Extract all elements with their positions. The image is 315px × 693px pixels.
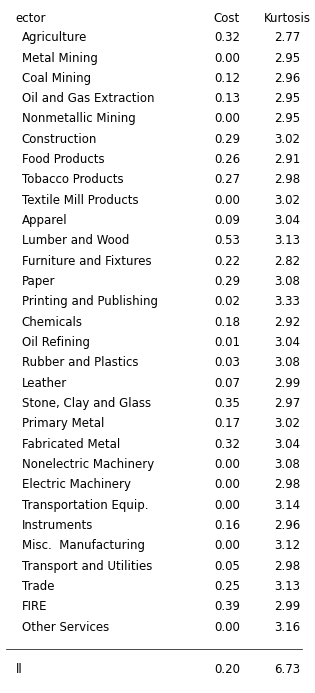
Text: 0.29: 0.29 bbox=[214, 133, 240, 146]
Text: Primary Metal: Primary Metal bbox=[22, 417, 104, 430]
Text: 6.73: 6.73 bbox=[274, 663, 300, 676]
Text: Cost: Cost bbox=[214, 12, 240, 25]
Text: 3.02: 3.02 bbox=[274, 417, 300, 430]
Text: 0.27: 0.27 bbox=[214, 173, 240, 186]
Text: Electric Machinery: Electric Machinery bbox=[22, 478, 131, 491]
Text: Food Products: Food Products bbox=[22, 153, 104, 166]
Text: 2.98: 2.98 bbox=[274, 478, 300, 491]
Text: 0.00: 0.00 bbox=[214, 478, 240, 491]
Text: Kurtosis: Kurtosis bbox=[263, 12, 311, 25]
Text: 0.00: 0.00 bbox=[214, 112, 240, 125]
Text: Stone, Clay and Glass: Stone, Clay and Glass bbox=[22, 397, 151, 410]
Text: Tobacco Products: Tobacco Products bbox=[22, 173, 123, 186]
Text: Construction: Construction bbox=[22, 133, 97, 146]
Text: Nonelectric Machinery: Nonelectric Machinery bbox=[22, 458, 154, 471]
Text: 0.00: 0.00 bbox=[214, 499, 240, 511]
Text: Printing and Publishing: Printing and Publishing bbox=[22, 295, 158, 308]
Text: 0.00: 0.00 bbox=[214, 194, 240, 207]
Text: Metal Mining: Metal Mining bbox=[22, 51, 97, 64]
Text: 3.16: 3.16 bbox=[274, 621, 300, 633]
Text: Agriculture: Agriculture bbox=[22, 31, 87, 44]
Text: 3.02: 3.02 bbox=[274, 133, 300, 146]
Text: 0.16: 0.16 bbox=[214, 519, 240, 532]
Text: 0.53: 0.53 bbox=[214, 234, 240, 247]
Text: 0.35: 0.35 bbox=[214, 397, 240, 410]
Text: 3.04: 3.04 bbox=[274, 438, 300, 450]
Text: 0.07: 0.07 bbox=[214, 377, 240, 389]
Text: 2.96: 2.96 bbox=[274, 519, 300, 532]
Text: 0.00: 0.00 bbox=[214, 539, 240, 552]
Text: Textile Mill Products: Textile Mill Products bbox=[22, 194, 138, 207]
Text: 2.95: 2.95 bbox=[274, 92, 300, 105]
Text: 0.12: 0.12 bbox=[214, 72, 240, 85]
Text: 0.09: 0.09 bbox=[214, 214, 240, 227]
Text: 2.95: 2.95 bbox=[274, 51, 300, 64]
Text: 0.32: 0.32 bbox=[214, 31, 240, 44]
Text: Apparel: Apparel bbox=[22, 214, 67, 227]
Text: Transportation Equip.: Transportation Equip. bbox=[22, 499, 148, 511]
Text: Rubber and Plastics: Rubber and Plastics bbox=[22, 356, 138, 369]
Text: Oil and Gas Extraction: Oil and Gas Extraction bbox=[22, 92, 154, 105]
Text: 0.13: 0.13 bbox=[214, 92, 240, 105]
Text: 3.08: 3.08 bbox=[274, 458, 300, 471]
Text: 2.82: 2.82 bbox=[274, 255, 300, 267]
Text: Nonmetallic Mining: Nonmetallic Mining bbox=[22, 112, 135, 125]
Text: 0.26: 0.26 bbox=[214, 153, 240, 166]
Text: 3.13: 3.13 bbox=[274, 580, 300, 593]
Text: 2.96: 2.96 bbox=[274, 72, 300, 85]
Text: 2.99: 2.99 bbox=[274, 377, 300, 389]
Text: 2.98: 2.98 bbox=[274, 560, 300, 572]
Text: 0.22: 0.22 bbox=[214, 255, 240, 267]
Text: ector: ector bbox=[15, 12, 46, 25]
Text: Leather: Leather bbox=[22, 377, 67, 389]
Text: Misc.  Manufacturing: Misc. Manufacturing bbox=[22, 539, 145, 552]
Text: 2.95: 2.95 bbox=[274, 112, 300, 125]
Text: Other Services: Other Services bbox=[22, 621, 109, 633]
Text: FIRE: FIRE bbox=[22, 600, 47, 613]
Text: 3.04: 3.04 bbox=[274, 336, 300, 349]
Text: 3.14: 3.14 bbox=[274, 499, 300, 511]
Text: Chemicals: Chemicals bbox=[22, 316, 83, 328]
Text: 0.00: 0.00 bbox=[214, 458, 240, 471]
Text: 0.05: 0.05 bbox=[214, 560, 240, 572]
Text: 0.29: 0.29 bbox=[214, 275, 240, 288]
Text: 2.91: 2.91 bbox=[274, 153, 300, 166]
Text: 3.13: 3.13 bbox=[274, 234, 300, 247]
Text: 3.02: 3.02 bbox=[274, 194, 300, 207]
Text: 0.00: 0.00 bbox=[214, 51, 240, 64]
Text: 2.97: 2.97 bbox=[274, 397, 300, 410]
Text: Coal Mining: Coal Mining bbox=[22, 72, 91, 85]
Text: 3.08: 3.08 bbox=[274, 356, 300, 369]
Text: 0.03: 0.03 bbox=[214, 356, 240, 369]
Text: 0.25: 0.25 bbox=[214, 580, 240, 593]
Text: 3.08: 3.08 bbox=[274, 275, 300, 288]
Text: 0.00: 0.00 bbox=[214, 621, 240, 633]
Text: ll: ll bbox=[15, 663, 22, 676]
Text: 0.32: 0.32 bbox=[214, 438, 240, 450]
Text: 0.01: 0.01 bbox=[214, 336, 240, 349]
Text: 0.18: 0.18 bbox=[214, 316, 240, 328]
Text: Paper: Paper bbox=[22, 275, 55, 288]
Text: 2.99: 2.99 bbox=[274, 600, 300, 613]
Text: Transport and Utilities: Transport and Utilities bbox=[22, 560, 152, 572]
Text: Lumber and Wood: Lumber and Wood bbox=[22, 234, 129, 247]
Text: 3.04: 3.04 bbox=[274, 214, 300, 227]
Text: 0.39: 0.39 bbox=[214, 600, 240, 613]
Text: 2.92: 2.92 bbox=[274, 316, 300, 328]
Text: 0.02: 0.02 bbox=[214, 295, 240, 308]
Text: Oil Refining: Oil Refining bbox=[22, 336, 89, 349]
Text: Trade: Trade bbox=[22, 580, 54, 593]
Text: 0.20: 0.20 bbox=[214, 663, 240, 676]
Text: 0.17: 0.17 bbox=[214, 417, 240, 430]
Text: 3.33: 3.33 bbox=[274, 295, 300, 308]
Text: Fabricated Metal: Fabricated Metal bbox=[22, 438, 120, 450]
Text: 3.12: 3.12 bbox=[274, 539, 300, 552]
Text: 2.77: 2.77 bbox=[274, 31, 300, 44]
Text: Instruments: Instruments bbox=[22, 519, 93, 532]
Text: 2.98: 2.98 bbox=[274, 173, 300, 186]
Text: Furniture and Fixtures: Furniture and Fixtures bbox=[22, 255, 151, 267]
